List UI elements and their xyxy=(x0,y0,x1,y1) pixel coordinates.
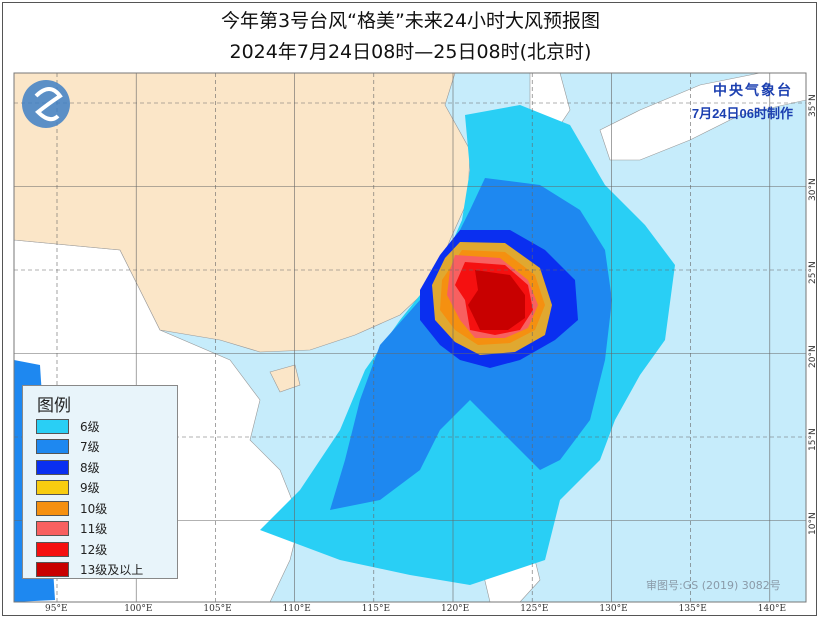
longitude-tick: 135°E xyxy=(678,604,707,614)
legend-swatch xyxy=(36,459,69,475)
wind-zone-13-plus xyxy=(468,270,525,330)
legend-swatch xyxy=(36,480,69,495)
legend-swatch xyxy=(36,521,69,536)
legend-swatch xyxy=(36,541,69,557)
legend-item: 10级 xyxy=(36,500,107,516)
legend-label: 9级 xyxy=(80,481,100,495)
legend-item: 12级 xyxy=(36,541,107,557)
longitude-tick: 120°E xyxy=(441,604,470,614)
map-title: 今年第3号台风“格美”未来24小时大风预报图 xyxy=(221,10,600,32)
longitude-tick: 140°E xyxy=(757,604,787,614)
latitude-tick: 35°N xyxy=(808,94,818,117)
legend-label: 8级 xyxy=(80,460,100,475)
longitude-tick: 100°E xyxy=(124,604,153,614)
agency-label: 中央气象台 7月24日06时制作 xyxy=(692,80,793,122)
agency-name: 中央气象台 xyxy=(713,82,793,98)
land-hainan xyxy=(269,364,301,393)
legend-label: 12级 xyxy=(80,542,108,557)
legend-item: 8级 xyxy=(36,459,100,475)
legend-label: 13级及以上 xyxy=(80,563,144,577)
legend-swatch xyxy=(36,418,69,434)
land-china xyxy=(14,73,471,353)
legend-item: 6级 xyxy=(36,418,100,434)
legend-swatch xyxy=(36,439,69,454)
longitude-tick: 105°E xyxy=(203,604,232,614)
issue-time: 7月24日06时制作 xyxy=(691,106,793,121)
latitude-tick: 25°N xyxy=(808,261,818,284)
latitude-tick: 10°N xyxy=(808,511,818,535)
longitude-tick: 125°E xyxy=(520,604,549,614)
legend-swatch xyxy=(36,500,69,516)
map-approval-number: 审图号:GS (2019) 3082号 xyxy=(646,579,781,592)
latitude-tick: 15°N xyxy=(808,428,818,451)
longitude-tick: 115°E xyxy=(361,604,391,614)
legend-label: 11级 xyxy=(80,522,108,536)
legend-label: 10级 xyxy=(80,501,108,516)
legend-title: 图例 xyxy=(37,396,71,416)
legend-item: 9级 xyxy=(36,480,100,496)
legend-label: 7级 xyxy=(80,440,100,454)
legend-label: 6级 xyxy=(80,419,100,434)
longitude-tick: 95°E xyxy=(45,604,68,614)
longitude-tick: 110°E xyxy=(282,604,311,614)
legend-item: 11级 xyxy=(36,521,107,537)
legend: 图例 6级 7级 8级 9级 10级 11级 12级 13级及以上 xyxy=(22,385,178,579)
latitude-tick: 30°N xyxy=(808,177,818,201)
legend-swatch xyxy=(36,562,69,577)
map-subtitle: 2024年7月24日08时—25日08时(北京时) xyxy=(229,41,592,63)
cma-logo xyxy=(22,80,70,128)
legend-item: 13级及以上 xyxy=(36,562,143,578)
legend-item: 7级 xyxy=(36,439,100,455)
latitude-tick: 20°N xyxy=(808,344,818,368)
longitude-tick: 130°E xyxy=(599,604,628,614)
